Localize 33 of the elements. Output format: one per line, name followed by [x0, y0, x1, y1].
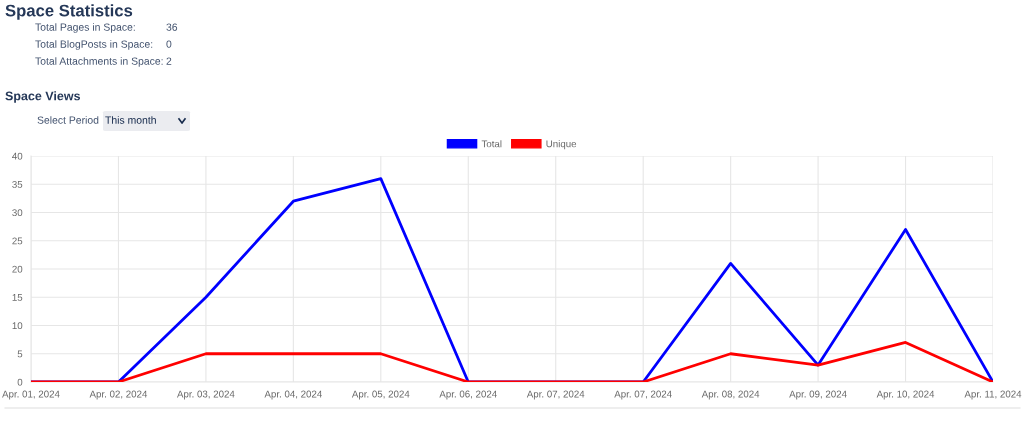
y-tick-label: 5	[17, 350, 23, 358]
x-tick-label: Apr. 07, 2024	[614, 390, 672, 400]
x-tick-label: Apr. 04, 2024	[264, 390, 322, 400]
x-tick-label: Apr. 02, 2024	[89, 390, 148, 400]
text: This month	[105, 116, 156, 124]
x-tick-label: Apr. 10, 2024	[876, 390, 935, 400]
legend-label: Total	[481, 140, 502, 148]
x-tick-label: Apr. 03, 2024	[177, 390, 235, 400]
y-tick-label: 0	[17, 378, 23, 386]
x-tick-label: Apr. 09, 2024	[789, 390, 847, 400]
text: Select Period	[37, 116, 99, 124]
text: Total BlogPosts in Space:	[35, 40, 153, 50]
x-tick-label: Apr. 08, 2024	[701, 390, 760, 400]
y-tick-label: 35	[12, 180, 23, 188]
y-tick-label: 40	[12, 152, 23, 160]
chart-subtitle: Space Views	[5, 91, 81, 103]
y-tick-label: 10	[12, 322, 23, 330]
x-tick-label: Apr. 05, 2024	[351, 390, 410, 400]
x-tick-label: Apr. 07, 2024	[526, 390, 585, 400]
text: 0	[166, 40, 172, 48]
x-tick-label: Apr. 11, 2024	[964, 390, 1022, 400]
legend-label: Unique	[546, 140, 577, 150]
y-tick-label: 15	[12, 294, 23, 301]
chart-title: Space Statistics	[5, 4, 133, 20]
y-tick-label: 25	[12, 237, 23, 245]
y-tick-label: 20	[12, 265, 23, 273]
text: Total Attachments in Space:	[35, 57, 163, 67]
y-tick-label: 30	[12, 209, 23, 217]
text: Total Pages in Space:	[35, 23, 135, 33]
text: 36	[166, 23, 178, 31]
x-tick-label: Apr. 01, 2024	[2, 390, 60, 400]
text: 2	[166, 57, 172, 65]
x-tick-label: Apr. 06, 2024	[439, 390, 497, 400]
